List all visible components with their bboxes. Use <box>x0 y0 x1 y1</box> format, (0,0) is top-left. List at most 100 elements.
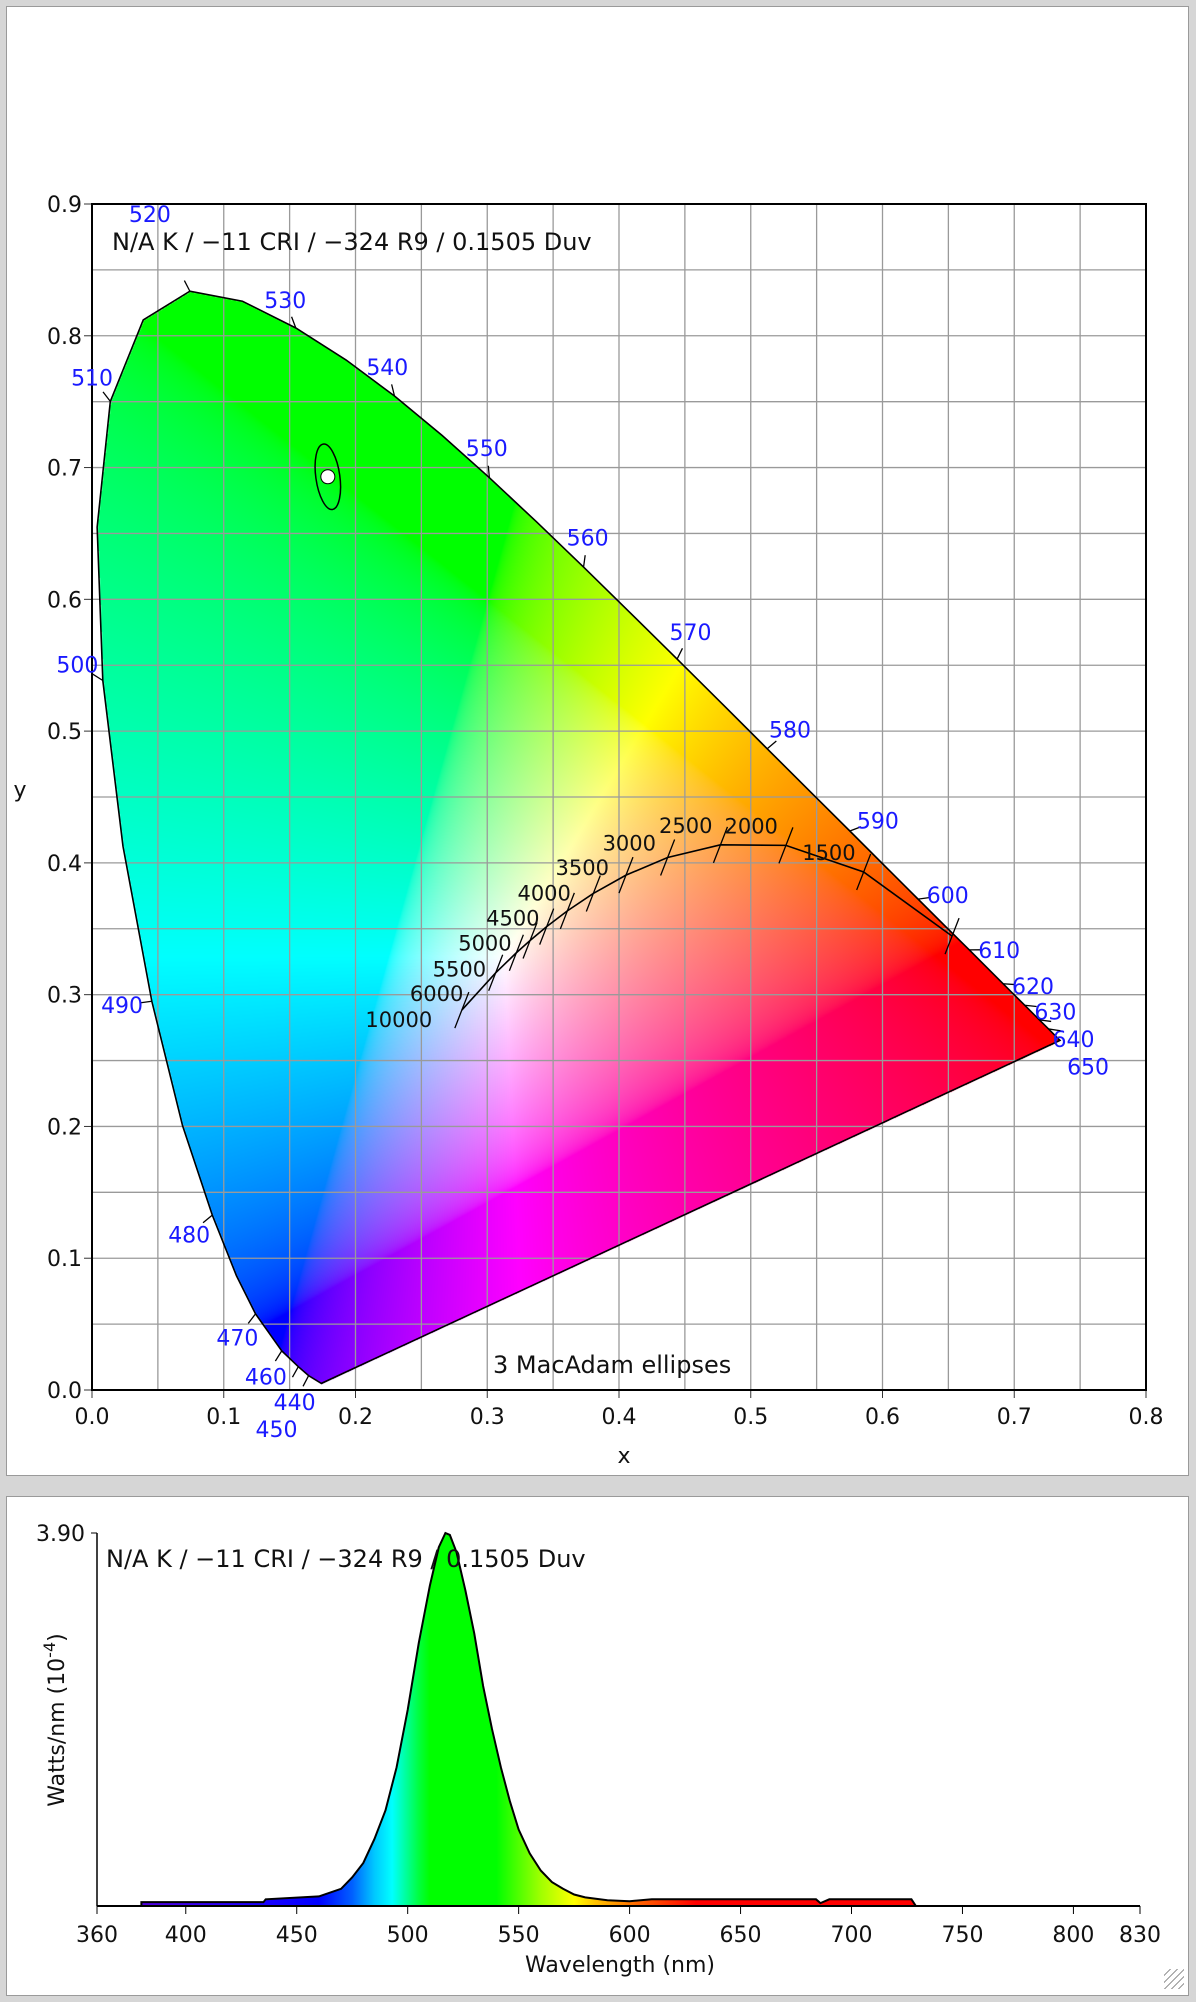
wavelength-tick <box>582 555 586 568</box>
x-tick-label: 0.8 <box>1129 1405 1164 1430</box>
wavelength-tick <box>676 648 684 660</box>
y-tick-label: 0.5 <box>47 720 82 745</box>
wavelength-label: 520 <box>129 203 171 228</box>
chromaticity-point <box>320 469 336 485</box>
cie-x-axis-label: x <box>617 1444 630 1469</box>
wavelength-label: 560 <box>567 526 609 551</box>
y-label-close: ) <box>45 1633 70 1642</box>
wavelength-tick <box>139 1000 152 1004</box>
x-tick-label: 0.3 <box>470 1405 505 1430</box>
wavelength-tick <box>202 1214 213 1224</box>
wavelength-tick <box>1003 983 1016 986</box>
wavelength-label: 580 <box>769 718 811 743</box>
spectrum-x-tick-label: 700 <box>831 1923 873 1948</box>
wavelength-label: 640 <box>1053 1028 1095 1053</box>
spectrum-area <box>140 1531 918 1907</box>
wavelength-label: 510 <box>71 367 113 392</box>
isotemperature-tick <box>944 917 960 955</box>
wavelength-tick <box>766 740 777 750</box>
wavelength-label: 590 <box>857 809 899 834</box>
wavelength-label: 530 <box>264 289 306 314</box>
cct-label: 3000 <box>603 831 656 855</box>
x-tick-label: 0.5 <box>733 1405 768 1430</box>
wavelength-label: 550 <box>466 437 508 462</box>
isotemperature-tick <box>454 991 470 1029</box>
wavelength-label: 650 <box>1067 1055 1109 1080</box>
cie-info-text: N/A K / −11 CRI / −324 R9 / 0.1505 Duv <box>112 228 592 256</box>
wavelength-label: 480 <box>168 1223 210 1248</box>
wavelength-label: 610 <box>978 939 1020 964</box>
wavelength-tick <box>302 1375 310 1387</box>
spectral-locus-line <box>96 290 1062 1385</box>
spectrum-panel <box>6 1496 1189 1996</box>
wavelength-label: 620 <box>1012 975 1054 1000</box>
spectrum-x-tick-label: 650 <box>720 1923 762 1948</box>
spectrum-x-tick-label: 400 <box>165 1923 207 1948</box>
isotemperature-tick <box>522 922 538 959</box>
isotemperature-tick <box>618 856 634 894</box>
isotemperature-tick <box>508 934 524 971</box>
x-tick-label: 0.6 <box>865 1405 900 1430</box>
isotemperature-tick <box>778 827 794 864</box>
resize-grip-icon[interactable] <box>1164 1969 1184 1989</box>
spectrum-x-tick-label: 750 <box>941 1923 983 1948</box>
macadam-annotation: 3 MacAdam ellipses <box>493 1351 731 1379</box>
wavelength-tick <box>183 280 191 292</box>
y-tick-label: 0.1 <box>47 1247 82 1272</box>
spectrum-x-tick-label: 800 <box>1052 1923 1094 1948</box>
wavelength-tick <box>291 1366 299 1378</box>
wavelength-tick <box>247 1313 257 1324</box>
wavelength-label: 500 <box>56 653 98 678</box>
spectrum-x-tick-label: 450 <box>276 1923 318 1948</box>
wavelength-tick <box>390 384 396 397</box>
spectrum-x-tick-label: 360 <box>76 1923 118 1948</box>
isotemperature-tick <box>585 875 601 912</box>
chromaticity-gamut-fill <box>0 0 1196 1480</box>
spectrum-y-tick-label: 3.90 <box>36 1522 85 1547</box>
y-tick-label: 0.2 <box>47 1115 82 1140</box>
y-tick-label: 0.6 <box>47 588 82 613</box>
y-tick-label: 0.4 <box>47 852 82 877</box>
isotemperature-tick <box>712 826 729 864</box>
plot-frame <box>91 203 1147 1391</box>
x-tick-label: 0.2 <box>338 1405 373 1430</box>
wavelength-tick <box>102 391 111 402</box>
spectrum-x-tick-label: 830 <box>1119 1923 1161 1948</box>
cct-label: 3500 <box>556 856 609 880</box>
wavelength-tick <box>849 826 862 832</box>
cct-label: 5000 <box>458 932 511 956</box>
wavelength-tick <box>487 465 491 478</box>
wavelength-label: 540 <box>366 356 408 381</box>
cie-y-axis-label: y <box>13 778 26 803</box>
wavelength-label: 470 <box>216 1327 258 1352</box>
y-tick-label: 0.0 <box>47 1379 82 1404</box>
cct-label: 10000 <box>365 1008 432 1032</box>
wavelength-label: 450 <box>255 1418 297 1443</box>
spectrum-info-text: N/A K / −11 CRI / −324 R9 / 0.1505 Duv <box>106 1545 586 1573</box>
isotemperature-tick <box>856 853 872 891</box>
cct-label: 2000 <box>724 814 777 838</box>
wavelength-label: 490 <box>101 994 143 1019</box>
isotemperature-tick <box>539 908 555 945</box>
wavelength-label: 460 <box>245 1365 287 1390</box>
y-label-exponent: -4 <box>40 1642 59 1658</box>
wavelength-tick <box>274 1350 283 1362</box>
isotemperature-tick <box>488 954 504 992</box>
wavelength-label: 600 <box>927 884 969 909</box>
x-tick-label: 0.4 <box>602 1405 637 1430</box>
isotemperature-tick <box>559 892 575 930</box>
x-tick-label: 0.0 <box>75 1405 110 1430</box>
cct-label: 2500 <box>659 814 712 838</box>
wavelength-tick <box>1048 1028 1061 1032</box>
wavelength-tick <box>92 673 104 682</box>
y-tick-label: 0.8 <box>47 325 82 350</box>
spectrum-x-tick-label: 550 <box>498 1923 540 1948</box>
spectrum-y-axis-label: Watts/nm (10-4) <box>40 1633 70 1806</box>
wavelength-label: 440 <box>274 1391 316 1416</box>
cct-label: 6000 <box>410 982 463 1006</box>
y-label-base: Watts/nm (10 <box>45 1658 70 1807</box>
wavelength-tick <box>1024 1004 1037 1008</box>
x-tick-label: 0.1 <box>206 1405 241 1430</box>
